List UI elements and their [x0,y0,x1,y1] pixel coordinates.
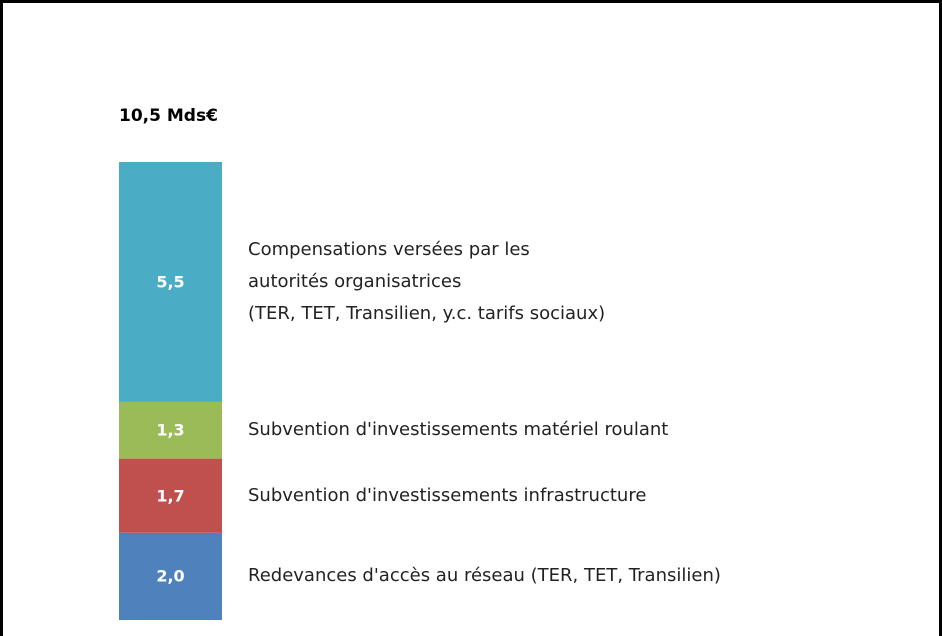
value-label: 5,5 [156,272,185,292]
bar-segment [119,532,222,620]
segment-label: Compensations versées par les autorités … [248,238,606,324]
bar-segment [119,162,222,402]
bar-segment [119,401,222,459]
chart-title: 10,5 Mds€ [119,106,218,126]
value-label: 1,7 [156,486,185,506]
value-label: 1,3 [156,420,185,440]
segment-label: Redevances d'accès au réseau (TER, TET, … [248,565,721,587]
segment-label: Subvention d'investissements infrastruct… [248,484,647,506]
value-label: 2,0 [156,566,185,586]
segment-label: Subvention d'investissements matériel ro… [248,419,669,441]
plot [119,162,222,620]
bar-segment [119,458,222,533]
